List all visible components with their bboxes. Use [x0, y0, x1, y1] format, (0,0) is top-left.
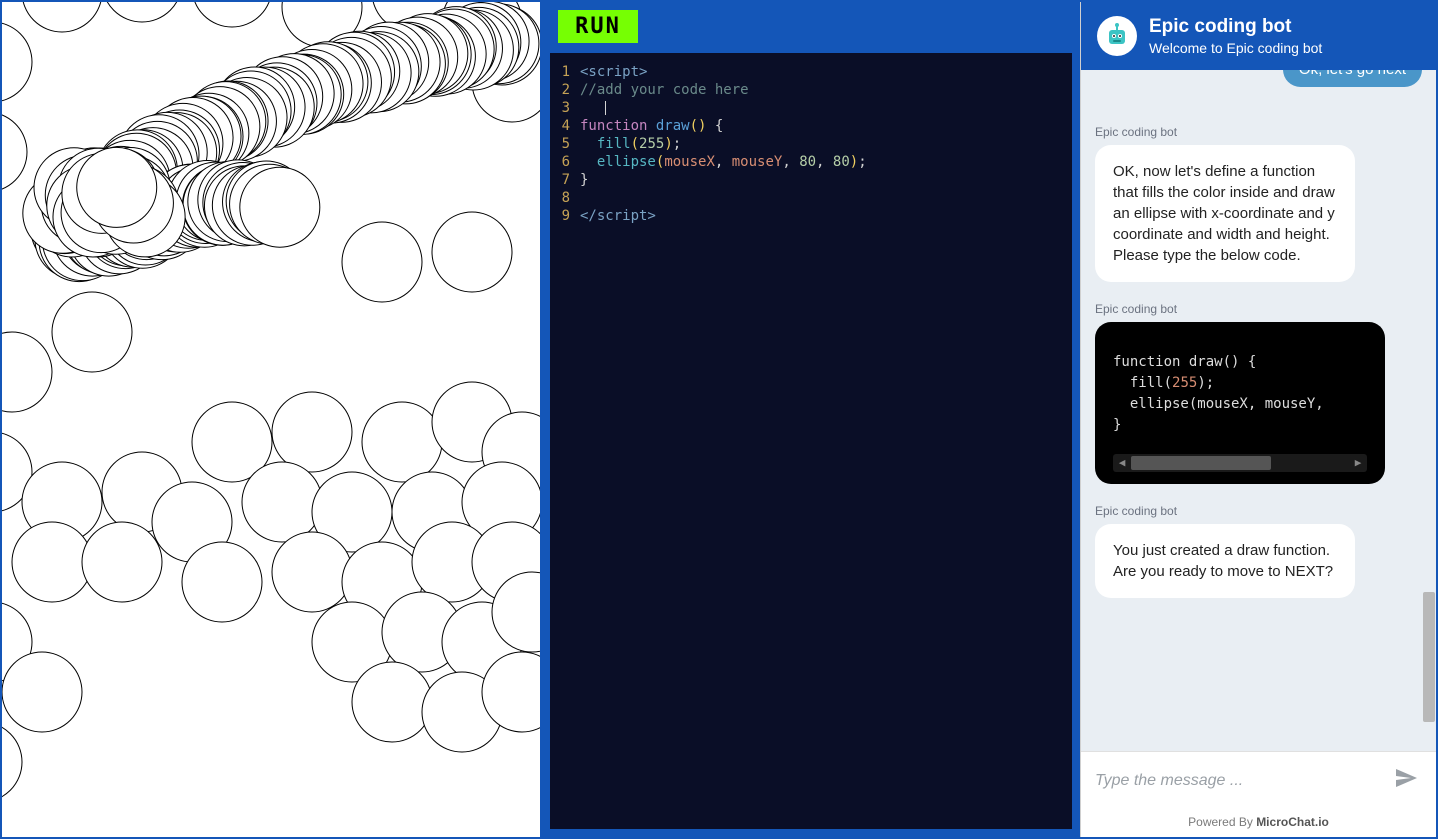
code-content[interactable]: fill(255);: [580, 135, 681, 153]
message-sender-label: Epic coding bot: [1095, 125, 1422, 139]
code-content[interactable]: }: [580, 171, 588, 189]
chat-input[interactable]: [1095, 772, 1390, 790]
code-snippet: function draw() { fill(255); ellipse(mou…: [1113, 352, 1367, 436]
code-content[interactable]: ellipse(mouseX, mouseY, 80, 80);: [580, 153, 867, 171]
run-button[interactable]: RUN: [558, 10, 638, 43]
line-number: 9: [550, 207, 580, 225]
scroll-right-icon[interactable]: ▶: [1349, 455, 1367, 472]
code-content[interactable]: //add your code here: [580, 81, 749, 99]
chat-input-row: [1081, 751, 1436, 809]
footer-brand[interactable]: MicroChat.io: [1256, 815, 1329, 829]
bot-message-bubble: You just created a draw function. Are yo…: [1095, 524, 1355, 598]
line-number: 4: [550, 117, 580, 135]
code-horizontal-scrollbar[interactable]: ◀▶: [1113, 454, 1367, 472]
chat-header-text: Epic coding bot Welcome to Epic coding b…: [1149, 16, 1322, 56]
code-editor[interactable]: 1<script>2//add your code here3 4functio…: [550, 53, 1072, 829]
bot-code-bubble: function draw() { fill(255); ellipse(mou…: [1095, 322, 1385, 484]
message-sender-label: Epic coding bot: [1095, 302, 1422, 316]
chat-scrollbar-thumb[interactable]: [1423, 592, 1435, 722]
chat-scrollbar[interactable]: [1422, 102, 1436, 777]
line-number: 2: [550, 81, 580, 99]
robot-icon: [1103, 22, 1131, 50]
user-message-bubble: Ok, let's go next: [1283, 70, 1422, 87]
cursor-caret: [605, 101, 606, 115]
code-line[interactable]: 5 fill(255);: [550, 135, 1072, 153]
send-icon: [1394, 766, 1418, 790]
code-line[interactable]: 1<script>: [550, 63, 1072, 81]
code-content[interactable]: function draw() {: [580, 117, 723, 135]
bot-message-group: Epic coding bot OK, now let's define a fu…: [1095, 125, 1422, 282]
code-line[interactable]: 4function draw() {: [550, 117, 1072, 135]
code-content[interactable]: </script>: [580, 207, 656, 225]
editor-panel: RUN 1<script>2//add your code here3 4fun…: [542, 2, 1080, 837]
chat-title: Epic coding bot: [1149, 16, 1322, 38]
bot-message-group: Epic coding bot function draw() { fill(25…: [1095, 302, 1422, 484]
canvas-output-panel[interactable]: [2, 2, 542, 837]
chat-panel: Epic coding bot Welcome to Epic coding b…: [1080, 2, 1436, 837]
chat-subtitle: Welcome to Epic coding bot: [1149, 40, 1322, 56]
line-number: 5: [550, 135, 580, 153]
code-content[interactable]: [580, 99, 606, 117]
chat-footer: Powered By MicroChat.io: [1081, 809, 1436, 837]
scroll-track[interactable]: [1131, 454, 1349, 472]
line-number: 3: [550, 99, 580, 117]
code-content[interactable]: <script>: [580, 63, 647, 81]
bot-avatar: [1097, 16, 1137, 56]
chat-messages[interactable]: Ok, let's go next Epic coding bot OK, now …: [1081, 70, 1436, 751]
code-line[interactable]: 6 ellipse(mouseX, mouseY, 80, 80);: [550, 153, 1072, 171]
line-number: 6: [550, 153, 580, 171]
chat-header: Epic coding bot Welcome to Epic coding b…: [1081, 2, 1436, 70]
bot-message-group: Epic coding bot You just created a draw f…: [1095, 504, 1422, 598]
send-button[interactable]: [1390, 762, 1422, 799]
app-root: RUN 1<script>2//add your code here3 4fun…: [0, 0, 1438, 839]
code-line[interactable]: 7}: [550, 171, 1072, 189]
line-number: 7: [550, 171, 580, 189]
code-line[interactable]: 2//add your code here: [550, 81, 1072, 99]
footer-prefix: Powered By: [1188, 815, 1256, 829]
code-line[interactable]: 3: [550, 99, 1072, 117]
line-number: 8: [550, 189, 580, 207]
scroll-thumb[interactable]: [1131, 456, 1271, 470]
line-number: 1: [550, 63, 580, 81]
code-line[interactable]: 9</script>: [550, 207, 1072, 225]
message-sender-label: Epic coding bot: [1095, 504, 1422, 518]
bot-message-bubble: OK, now let's define a function that fil…: [1095, 145, 1355, 282]
p5-canvas[interactable]: [2, 2, 542, 837]
scroll-left-icon[interactable]: ◀: [1113, 455, 1131, 472]
code-line[interactable]: 8: [550, 189, 1072, 207]
